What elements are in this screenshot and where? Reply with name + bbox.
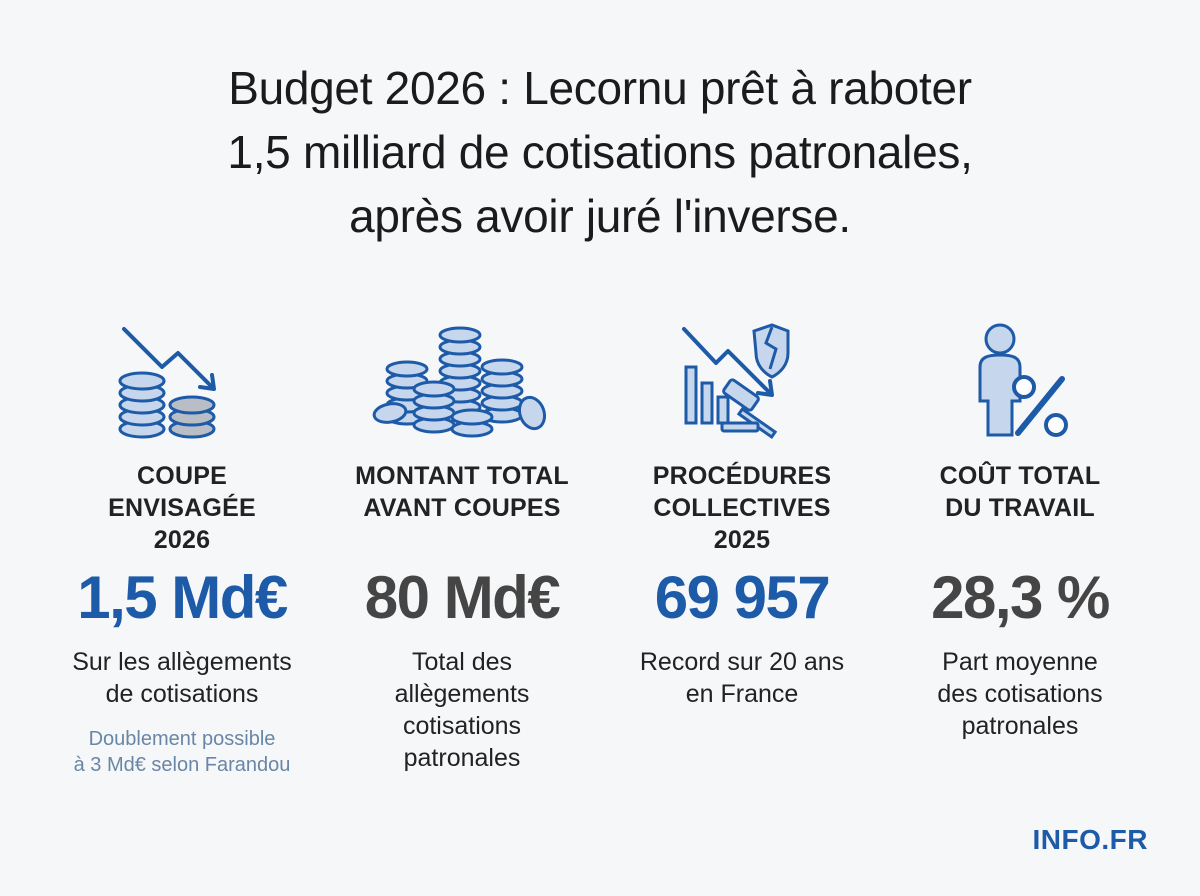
stat-label: COUPE ENVISAGÉE 2026	[108, 462, 256, 554]
coin-stacks-icon	[332, 312, 592, 442]
stat-value: 69 957	[654, 564, 831, 631]
stat-description: Sur les allègements de cotisations	[72, 648, 292, 708]
brand-logo: INFO.FR	[1032, 824, 1148, 855]
stat-label: MONTANT TOTAL AVANT COUPES	[355, 462, 569, 522]
stat-procedures-collectives: PROCÉDURES COLLECTIVES 2025 69 957 Recor…	[612, 312, 872, 710]
person-percent-icon	[890, 312, 1150, 442]
bankruptcy-gavel-icon	[612, 312, 872, 442]
stat-coupe-envisagee: COUPE ENVISAGÉE 2026 1,5 Md€ Sur les all…	[52, 312, 312, 778]
coins-down-icon	[52, 312, 312, 442]
stat-note: Doublement possible à 3 Md€ selon Farand…	[73, 728, 291, 776]
title-line: après avoir juré l'inverse.	[349, 190, 851, 242]
stat-montant-total: MONTANT TOTAL AVANT COUPES 80 Md€ Total …	[332, 312, 592, 774]
stat-value: 80 Md€	[364, 564, 561, 631]
stat-description: Part moyenne des cotisations patronales	[937, 648, 1103, 740]
stat-value: 28,3 %	[931, 564, 1110, 631]
stat-description: Total des allègements cotisations patron…	[394, 648, 530, 772]
stat-cout-travail: COÛT TOTAL DU TRAVAIL 28,3 % Part moyenn…	[890, 312, 1150, 742]
title-line: Budget 2026 : Lecornu prêt à raboter	[228, 62, 972, 114]
stat-value: 1,5 Md€	[77, 564, 288, 631]
title-line: 1,5 milliard de cotisations patronales,	[227, 126, 973, 178]
stat-label: COÛT TOTAL DU TRAVAIL	[939, 462, 1101, 522]
stat-description: Record sur 20 ans en France	[639, 648, 845, 708]
page-title: Budget 2026 : Lecornu prêt à raboter 1,5…	[0, 56, 1200, 248]
stat-label: PROCÉDURES COLLECTIVES 2025	[652, 462, 832, 554]
